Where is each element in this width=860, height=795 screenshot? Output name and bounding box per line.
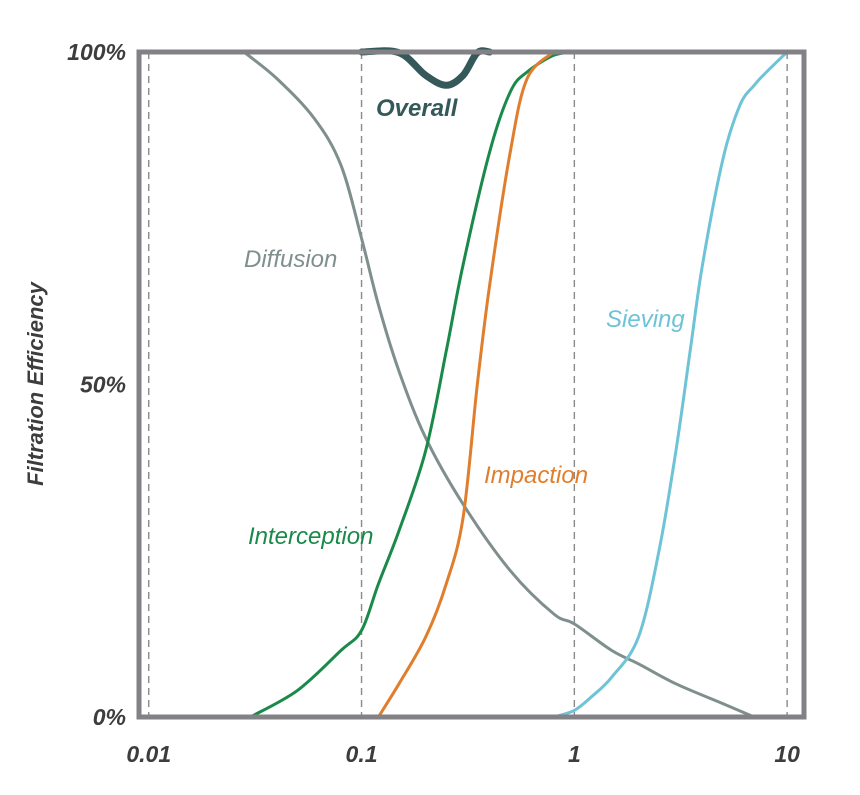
y-axis-label: Filtration Efficiency	[23, 280, 48, 486]
series-label-overall: Overall	[376, 95, 459, 122]
series-label-sieving: Sieving	[606, 306, 685, 333]
series-label-diffusion: Diffusion	[244, 246, 337, 273]
series-line-overall	[358, 47, 494, 89]
y-tick-label-0: 0%	[93, 704, 126, 730]
x-tick-label-10: 10	[774, 741, 800, 767]
series-line-impaction	[376, 50, 556, 719]
series-layer	[242, 47, 789, 719]
y-tick-label-50: 50%	[80, 372, 126, 398]
tick-layer: 0.01 0.1 1 100%50%100%	[67, 39, 800, 767]
series-line-sieving	[552, 50, 789, 719]
series-line-diffusion	[242, 50, 756, 719]
series-label-interception: Interception	[248, 523, 373, 550]
grid-layer	[148, 52, 788, 717]
x-tick-label-0-1: 0.1	[346, 741, 378, 767]
y-tick-label-100: 100%	[67, 39, 126, 65]
series-label-impaction: Impaction	[484, 462, 588, 489]
label-layer: Diffusion Interception Impaction Sieving Ove…	[244, 95, 685, 550]
plot-frame	[136, 49, 807, 720]
x-tick-label-1: 1	[568, 741, 581, 767]
series-line-interception	[248, 50, 576, 719]
x-tick-label-0-01: 0.01	[126, 741, 171, 767]
